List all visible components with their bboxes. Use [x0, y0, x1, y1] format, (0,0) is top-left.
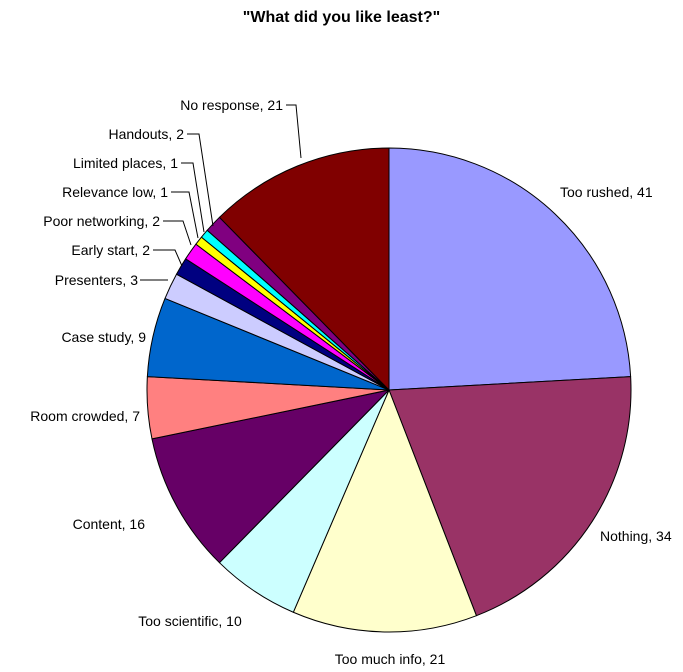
slice-label: No response, 21	[180, 97, 283, 113]
slice-label: Limited places, 1	[73, 155, 178, 171]
leader-lines	[140, 104, 302, 281]
slice-labels: Too rushed, 41 Nothing, 34 Too much info, …	[30, 97, 672, 667]
leader-line	[163, 220, 192, 246]
pie-slices	[146, 147, 632, 633]
slice-label: Too scientific, 10	[138, 613, 242, 629]
leader-line	[171, 191, 199, 239]
pie-slice-content	[151, 389, 390, 564]
pie-slice-too-rushed	[388, 147, 632, 391]
slice-label: Too much info, 21	[335, 651, 446, 667]
chart-title: "What did you like least?"	[242, 9, 441, 26]
slice-label: Relevance low, 1	[62, 184, 168, 200]
pie-slice-nothing	[388, 376, 632, 617]
slice-label: Poor networking, 2	[43, 213, 160, 229]
pie-slice-no-response	[218, 147, 390, 391]
pie-slice-too-much-info	[292, 389, 477, 633]
leader-line	[181, 162, 205, 233]
slice-label: Handouts, 2	[109, 126, 185, 142]
leader-line	[286, 104, 302, 159]
leader-line	[153, 249, 183, 267]
slice-label: Too rushed, 41	[560, 184, 653, 200]
slice-label: Presenters, 3	[55, 272, 138, 288]
slice-label: Nothing, 34	[600, 528, 672, 544]
slice-label: Room crowded, 7	[30, 408, 140, 424]
slice-label: Case study, 9	[61, 329, 146, 345]
leader-line	[187, 133, 214, 227]
slice-label: Content, 16	[73, 516, 146, 532]
slice-label: Early start, 2	[71, 242, 150, 258]
